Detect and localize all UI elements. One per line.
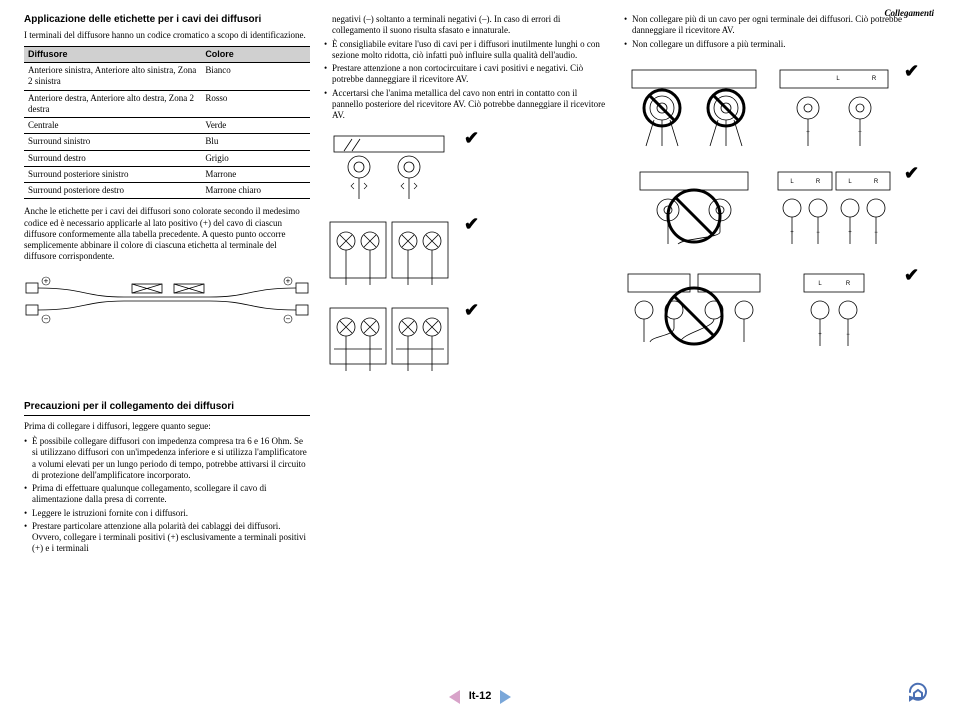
prohibit-diagram-2 bbox=[624, 166, 764, 254]
precautions-intro: Prima di collegare i diffusori, leggere … bbox=[24, 421, 310, 432]
prohibit-diagram-1 bbox=[624, 64, 764, 152]
ok-diagram-2: LR LR +− +− bbox=[774, 166, 894, 254]
page-number: It-12 bbox=[469, 690, 492, 704]
terminal-diagram-ok-3 bbox=[324, 303, 454, 375]
nav-next-icon[interactable] bbox=[500, 690, 511, 704]
svg-text:+: + bbox=[848, 230, 852, 236]
precautions-bullet: Leggere le istruzioni fornite con i diff… bbox=[24, 508, 310, 519]
ok-diagram-3: LR +− bbox=[774, 268, 894, 356]
svg-text:−: − bbox=[44, 314, 49, 323]
ok-diagram-1: L R + − bbox=[774, 64, 894, 152]
check-icon: ✔ bbox=[464, 299, 479, 322]
check-icon: ✔ bbox=[904, 264, 919, 287]
check-icon: ✔ bbox=[464, 213, 479, 236]
home-icon[interactable] bbox=[906, 680, 930, 704]
col1-intro: I terminali del diffusore hanno un codic… bbox=[24, 30, 310, 41]
col2-bullet: Accertarsi che l'anima metallica del cav… bbox=[324, 88, 610, 122]
svg-text:+: + bbox=[818, 332, 822, 338]
col2-bullet: Prestare attenzione a non cortocircuitar… bbox=[324, 63, 610, 86]
col1-para2: Anche le etichette per i cavi dei diffus… bbox=[24, 206, 310, 262]
svg-text:R: R bbox=[872, 76, 877, 82]
svg-text:−: − bbox=[286, 314, 291, 323]
precautions-bullet: Prima di effettuare qualunque collegamen… bbox=[24, 483, 310, 506]
precautions-title: Precauzioni per il collegamento dei diff… bbox=[24, 401, 310, 413]
page-footer: It-12 bbox=[0, 690, 960, 704]
prohibit-diagram-3 bbox=[624, 268, 764, 356]
check-icon: ✔ bbox=[904, 162, 919, 185]
col3-bullet: Non collegare più di un cavo per ogni te… bbox=[624, 14, 924, 37]
table-row: Anteriore sinistra, Anteriore alto sinis… bbox=[24, 63, 310, 91]
check-icon: ✔ bbox=[904, 60, 919, 83]
column-2: negativi (–) soltanto a terminali negati… bbox=[324, 14, 610, 389]
svg-text:−: − bbox=[874, 230, 878, 236]
table-row: Surround posteriore sinistroMarrone bbox=[24, 166, 310, 182]
column-1: Applicazione delle etichette per i cavi … bbox=[24, 14, 310, 389]
column-3: Non collegare più di un cavo per ogni te… bbox=[624, 14, 924, 389]
svg-text:−: − bbox=[846, 332, 850, 338]
svg-text:+: + bbox=[790, 230, 794, 236]
precautions-bullet: Prestare particolare attenzione alla pol… bbox=[24, 521, 310, 555]
table-row: Anteriore destra, Anteriore alto destra,… bbox=[24, 90, 310, 118]
precautions-section: Precauzioni per il collegamento dei diff… bbox=[24, 401, 310, 554]
terminal-diagram-ok-2 bbox=[324, 217, 454, 289]
svg-text:+: + bbox=[806, 128, 810, 136]
col2-bullet-cont: negativi (–) soltanto a terminali negati… bbox=[324, 14, 610, 37]
table-head-diffusore: Diffusore bbox=[24, 46, 201, 62]
svg-text:R: R bbox=[874, 179, 879, 185]
svg-text:R: R bbox=[846, 281, 851, 287]
check-icon: ✔ bbox=[464, 127, 479, 150]
speaker-color-table: Diffusore Colore Anteriore sinistra, Ant… bbox=[24, 46, 310, 200]
svg-text:R: R bbox=[816, 179, 821, 185]
svg-text:−: − bbox=[816, 230, 820, 236]
nav-prev-icon[interactable] bbox=[449, 690, 460, 704]
cable-label-diagram: + − + − bbox=[24, 275, 310, 325]
table-row: Surround destroGrigio bbox=[24, 150, 310, 166]
svg-text:+: + bbox=[44, 276, 49, 285]
table-head-colore: Colore bbox=[201, 46, 310, 62]
svg-text:+: + bbox=[286, 276, 291, 285]
terminal-diagram-ok-1 bbox=[324, 131, 454, 203]
table-row: Surround posteriore destroMarrone chiaro bbox=[24, 183, 310, 199]
table-row: Surround sinistroBlu bbox=[24, 134, 310, 150]
svg-text:−: − bbox=[858, 128, 862, 136]
col1-title: Applicazione delle etichette per i cavi … bbox=[24, 14, 310, 26]
precautions-bullet: È possibile collegare diffusori con impe… bbox=[24, 436, 310, 481]
table-row: CentraleVerde bbox=[24, 118, 310, 134]
col3-bullet: Non collegare un diffusore a più termina… bbox=[624, 39, 924, 50]
col2-bullet: È consigliabile evitare l'uso di cavi pe… bbox=[324, 39, 610, 62]
